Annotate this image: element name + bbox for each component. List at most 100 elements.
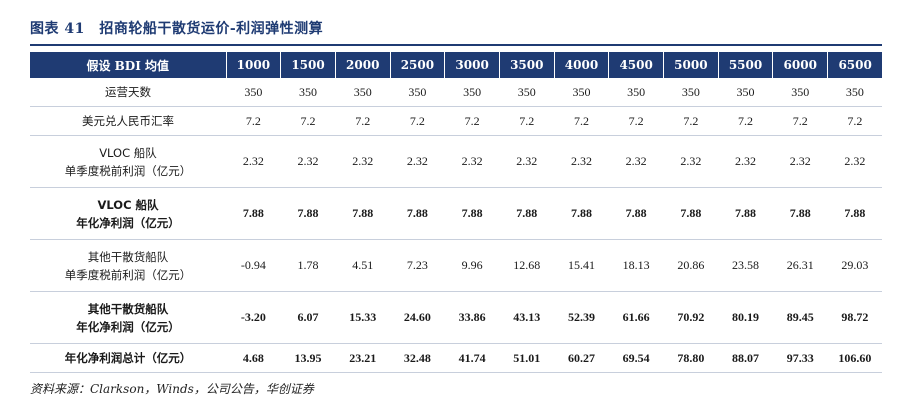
- table-row: 其他干散货船队 年化净利润（亿元） -3.20 6.07 15.33 24.60 33.86…: [30, 291, 883, 344]
- table-cell: 350: [718, 78, 773, 107]
- table-cell: 350: [444, 78, 500, 107]
- header-label: 假设 BDI 均值: [30, 52, 227, 78]
- header-bdi-value: 5500: [718, 52, 774, 78]
- row-label: 年化净利润总计（亿元）: [30, 343, 226, 373]
- table-cell: 106.60: [827, 343, 883, 373]
- row-label-line2: 年化净利润（亿元）: [76, 319, 180, 334]
- table-cell: 2.32: [226, 135, 281, 188]
- table-row: 美元兑人民币汇率 7.2 7.2 7.2 7.2 7.2 7.2 7.2 7.2 7.2 7.2 7.…: [30, 106, 883, 136]
- table-cell: -0.94: [226, 239, 281, 292]
- row-label-line1: 其他干散货船队: [87, 249, 169, 264]
- row-label-line1: VLOC 船队: [97, 197, 159, 212]
- table-cell: 2.32: [499, 135, 555, 188]
- row-label: 其他干散货船队单季度税前利润（亿元）: [30, 239, 226, 292]
- table-cell: 350: [554, 78, 609, 107]
- table-cell: 7.88: [499, 187, 555, 240]
- table-cell: 41.74: [444, 343, 500, 373]
- table-cell: 70.92: [663, 291, 719, 344]
- table-cell: 7.2: [499, 106, 555, 136]
- table-cell: 98.72: [827, 291, 883, 344]
- table-cell: 9.96: [444, 239, 500, 292]
- table-row: VLOC 船队 单季度税前利润（亿元） 2.32 2.32 2.32 2.32 2.32 2.…: [30, 135, 883, 188]
- table-cell: 2.32: [772, 135, 828, 188]
- header-bdi-value: 5000: [663, 52, 719, 78]
- row-label-line2: 单季度税前利润（亿元）: [64, 163, 192, 178]
- table-cell: 7.88: [226, 187, 281, 240]
- table-cell: 88.07: [718, 343, 773, 373]
- header-bdi-value: 4500: [608, 52, 664, 78]
- table-cell: 350: [499, 78, 555, 107]
- row-label-line1: 年化净利润总计（亿元）: [64, 351, 192, 365]
- table-cell: 89.45: [772, 291, 828, 344]
- table-row: 年化净利润总计（亿元） 4.68 13.95 23.21 32.48 41.74 51.01…: [30, 343, 883, 373]
- header-bdi-value: 6000: [772, 52, 829, 78]
- table-cell: 4.68: [226, 343, 281, 373]
- table-cell: 61.66: [608, 291, 664, 344]
- header-bdi-value: 2500: [390, 52, 446, 78]
- figure-title: 图表 41 招商轮船干散货运价-利润弹性测算: [30, 21, 324, 37]
- header-bdi-value: 4000: [554, 52, 610, 78]
- table-row: 其他干散货船队 单季度税前利润（亿元） -0.94 1.78 4.51 7.23 9.96 1…: [30, 239, 883, 292]
- table-cell: 2.32: [390, 135, 445, 188]
- table-cell: 33.86: [444, 291, 500, 344]
- table-cell: 60.27: [554, 343, 609, 373]
- row-label: VLOC 船队单季度税前利润（亿元）: [30, 135, 226, 188]
- table-cell: 32.48: [390, 343, 445, 373]
- table-cell: 2.32: [827, 135, 883, 188]
- row-label-line1: VLOC 船队: [99, 145, 157, 160]
- table-cell: 20.86: [663, 239, 719, 292]
- table-cell: 2.32: [554, 135, 609, 188]
- row-label-line2: 单季度税前利润（亿元）: [64, 267, 192, 282]
- table-cell: 52.39: [554, 291, 609, 344]
- table-cell: 350: [280, 78, 336, 107]
- table-cell: 4.51: [335, 239, 391, 292]
- table-cell: 350: [608, 78, 664, 107]
- row-label-line2: 年化净利润（亿元）: [76, 215, 180, 230]
- table-header-row: 假设 BDI 均值 1000 1500 2000 2500 3000 3500 4000 450…: [30, 52, 883, 78]
- table-cell: 7.88: [390, 187, 445, 240]
- table-cell: 7.88: [827, 187, 883, 240]
- table-cell: 51.01: [499, 343, 555, 373]
- row-label: 其他干散货船队 年化净利润（亿元）: [30, 291, 226, 344]
- table-cell: 350: [772, 78, 828, 107]
- table-cell: 7.88: [772, 187, 828, 240]
- row-label-line1: 其他干散货船队: [87, 301, 169, 316]
- header-bdi-value: 3000: [444, 52, 500, 78]
- table-cell: -3.20: [226, 291, 281, 344]
- header-bdi-value: 1000: [226, 52, 282, 78]
- row-label-line1: 美元兑人民币汇率: [82, 114, 174, 128]
- table-cell: 7.2: [772, 106, 828, 136]
- table-cell: 43.13: [499, 291, 555, 344]
- table-cell: 15.41: [554, 239, 609, 292]
- table-cell: 350: [827, 78, 883, 107]
- table-row: VLOC 船队 年化净利润（亿元） 7.88 7.88 7.88 7.88 7.88 7.88…: [30, 187, 883, 240]
- table-row: 运营天数 350 350 350 350 350 350 350 350 350 350 350 350: [30, 78, 883, 107]
- table-cell: 2.32: [444, 135, 500, 188]
- table-cell: 15.33: [335, 291, 391, 344]
- table-cell: 2.32: [335, 135, 391, 188]
- table-cell: 69.54: [608, 343, 664, 373]
- table-cell: 2.32: [663, 135, 719, 188]
- table-cell: 2.32: [280, 135, 336, 188]
- table-cell: 6.07: [280, 291, 336, 344]
- table-cell: 7.88: [554, 187, 609, 240]
- table-cell: 7.88: [663, 187, 719, 240]
- table-cell: 7.88: [608, 187, 664, 240]
- table-cell: 7.88: [280, 187, 336, 240]
- table-cell: 7.2: [718, 106, 773, 136]
- table-cell: 7.2: [335, 106, 391, 136]
- table-cell: 7.2: [390, 106, 445, 136]
- table-cell: 7.2: [280, 106, 336, 136]
- row-label: VLOC 船队年化净利润（亿元）: [30, 187, 226, 240]
- row-label-line1: 运营天数: [105, 85, 151, 99]
- header-bdi-value: 6500: [827, 52, 883, 78]
- table-cell: 24.60: [390, 291, 445, 344]
- table-cell: 350: [663, 78, 719, 107]
- table-cell: 7.88: [335, 187, 391, 240]
- table-cell: 350: [335, 78, 391, 107]
- table-cell: 2.32: [718, 135, 773, 188]
- table-cell: 350: [226, 78, 281, 107]
- row-label: 运营天数: [30, 78, 226, 107]
- header-bdi-value: 1500: [280, 52, 336, 78]
- profit-elasticity-table: 假设 BDI 均值 1000 1500 2000 2500 3000 3500 4000 450…: [30, 52, 883, 373]
